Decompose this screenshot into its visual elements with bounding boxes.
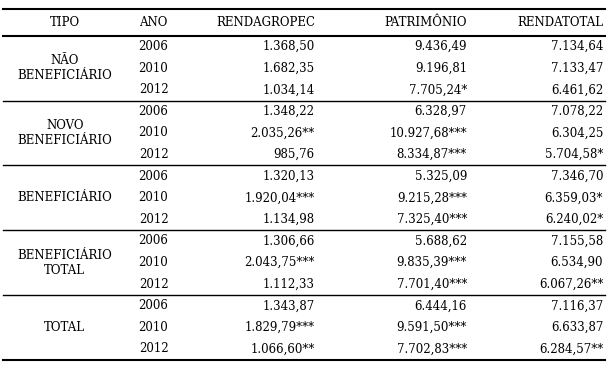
Text: 1.829,79***: 1.829,79*** [245, 321, 315, 334]
Text: 1.066,60**: 1.066,60** [250, 342, 315, 355]
Text: 7.133,47: 7.133,47 [551, 62, 603, 75]
Text: 6.328,97: 6.328,97 [415, 105, 467, 118]
Text: TIPO: TIPO [50, 16, 80, 29]
Text: 2010: 2010 [139, 191, 168, 204]
Text: 1.134,98: 1.134,98 [263, 213, 315, 226]
Text: 2010: 2010 [139, 62, 168, 75]
Text: 9.215,28***: 9.215,28*** [397, 191, 467, 204]
Text: 6.067,26**: 6.067,26** [539, 278, 603, 291]
Text: NOVO
BENEFICIÁRIO: NOVO BENEFICIÁRIO [18, 119, 112, 147]
Text: 6.444,16: 6.444,16 [415, 299, 467, 312]
Text: 2010: 2010 [139, 256, 168, 269]
Text: 2010: 2010 [139, 127, 168, 139]
Text: 7.346,70: 7.346,70 [551, 170, 603, 183]
Text: 6.461,62: 6.461,62 [551, 83, 603, 96]
Text: 2010: 2010 [139, 321, 168, 334]
Text: 1.034,14: 1.034,14 [263, 83, 315, 96]
Text: 6.284,57**: 6.284,57** [539, 342, 603, 355]
Text: 5.325,09: 5.325,09 [415, 170, 467, 183]
Text: 2012: 2012 [139, 148, 168, 161]
Text: 1.682,35: 1.682,35 [263, 62, 315, 75]
Text: 1.112,33: 1.112,33 [263, 278, 315, 291]
Text: 2.043,75***: 2.043,75*** [244, 256, 315, 269]
Text: ANO: ANO [139, 16, 168, 29]
Text: 2006: 2006 [139, 40, 168, 53]
Text: 7.134,64: 7.134,64 [551, 40, 603, 53]
Text: 1.343,87: 1.343,87 [263, 299, 315, 312]
Text: NÃO
BENEFICIÁRIO: NÃO BENEFICIÁRIO [18, 54, 112, 82]
Text: 2012: 2012 [139, 342, 168, 355]
Text: 7.116,37: 7.116,37 [551, 299, 603, 312]
Text: 7.705,24*: 7.705,24* [409, 83, 467, 96]
Text: 7.701,40***: 7.701,40*** [396, 278, 467, 291]
Text: 7.155,58: 7.155,58 [551, 234, 603, 248]
Text: 1.368,50: 1.368,50 [263, 40, 315, 53]
Text: 1.348,22: 1.348,22 [263, 105, 315, 118]
Text: BENEFICIÁRIO
TOTAL: BENEFICIÁRIO TOTAL [18, 249, 112, 277]
Text: PATRIMÔNIO: PATRIMÔNIO [384, 16, 467, 29]
Text: 6.633,87: 6.633,87 [551, 321, 603, 334]
Text: 9.436,49: 9.436,49 [415, 40, 467, 53]
Text: 2006: 2006 [139, 170, 168, 183]
Text: 7.325,40***: 7.325,40*** [396, 213, 467, 226]
Text: 10.927,68***: 10.927,68*** [389, 127, 467, 139]
Text: 5.688,62: 5.688,62 [415, 234, 467, 248]
Text: 7.078,22: 7.078,22 [551, 105, 603, 118]
Text: 6.359,03*: 6.359,03* [545, 191, 603, 204]
Text: 7.702,83***: 7.702,83*** [396, 342, 467, 355]
Text: 5.704,58*: 5.704,58* [545, 148, 603, 161]
Text: 2.035,26**: 2.035,26** [250, 127, 315, 139]
Text: 2006: 2006 [139, 299, 168, 312]
Text: RENDAGROPEC: RENDAGROPEC [216, 16, 315, 29]
Text: TOTAL: TOTAL [44, 321, 85, 334]
Text: 2012: 2012 [139, 83, 168, 96]
Text: 8.334,87***: 8.334,87*** [396, 148, 467, 161]
Text: 1.920,04***: 1.920,04*** [244, 191, 315, 204]
Text: 1.306,66: 1.306,66 [263, 234, 315, 248]
Text: 2006: 2006 [139, 234, 168, 248]
Text: 6.240,02*: 6.240,02* [545, 213, 603, 226]
Text: 9.835,39***: 9.835,39*** [396, 256, 467, 269]
Text: RENDATOTAL: RENDATOTAL [517, 16, 603, 29]
Text: BENEFICIÁRIO: BENEFICIÁRIO [18, 191, 112, 204]
Text: 2012: 2012 [139, 213, 168, 226]
Text: 985,76: 985,76 [274, 148, 315, 161]
Text: 6.304,25: 6.304,25 [551, 127, 603, 139]
Text: 9.196,81: 9.196,81 [415, 62, 467, 75]
Text: 1.320,13: 1.320,13 [263, 170, 315, 183]
Text: 9.591,50***: 9.591,50*** [396, 321, 467, 334]
Text: 2006: 2006 [139, 105, 168, 118]
Text: 2012: 2012 [139, 278, 168, 291]
Text: 6.534,90: 6.534,90 [551, 256, 603, 269]
